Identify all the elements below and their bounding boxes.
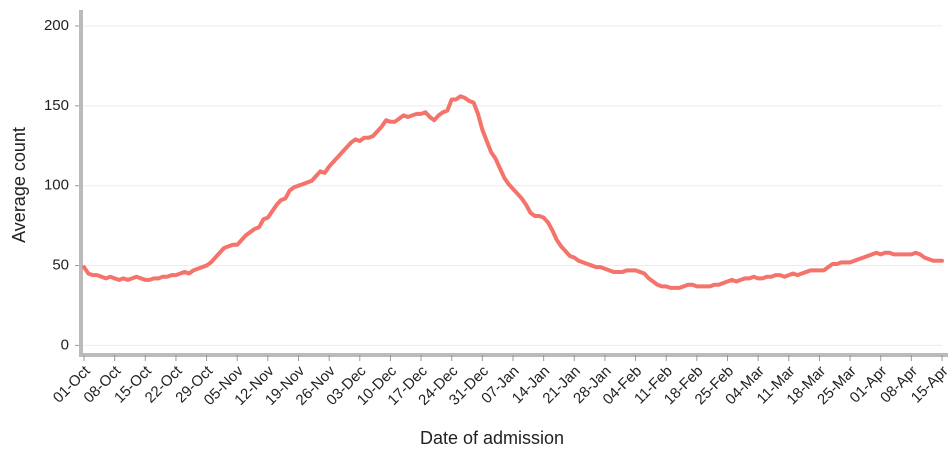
y-tick-label: 0 <box>61 336 69 353</box>
x-axis-label: Date of admission <box>420 428 564 448</box>
y-tick-label: 200 <box>44 17 69 34</box>
data-line <box>82 94 944 290</box>
y-axis-label: Average count <box>9 127 29 243</box>
y-tick-label: 100 <box>44 177 69 194</box>
y-tick-label: 50 <box>52 257 69 274</box>
y-tick-label: 150 <box>44 97 69 114</box>
